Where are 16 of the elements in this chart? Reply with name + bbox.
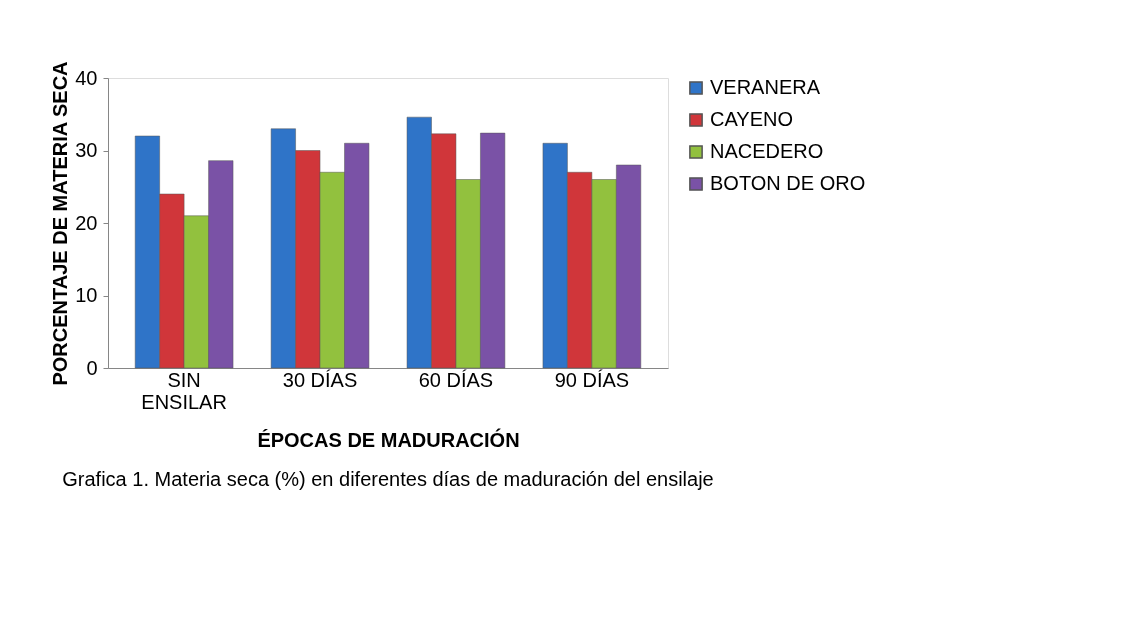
legend-label: VERANERA xyxy=(710,76,821,98)
y-tick-label: 0 xyxy=(86,356,98,379)
y-tick-label: 30 xyxy=(75,139,98,161)
x-tick-label: 30 DÍAS xyxy=(282,368,358,391)
x-tick-label: 90 DÍAS xyxy=(554,368,630,391)
y-axis-title: PORCENTAJE DE MATERIA SECA xyxy=(49,61,72,386)
x-tick-label: 60 DÍAS xyxy=(418,368,494,391)
y-tick-label: 20 xyxy=(75,211,98,234)
legend-label: BOTON DE ORO xyxy=(710,172,866,194)
y-tick-label: 10 xyxy=(75,284,98,306)
y-tick-label: 40 xyxy=(75,66,98,89)
x-tick-label: SIN ENSILAR xyxy=(141,368,227,413)
x-axis-title: ÉPOCAS DE MADURACIÓN xyxy=(257,427,520,451)
legend-label: NACEDERO xyxy=(710,140,824,162)
text: Grafica 1. Materia seca (%) en diferentes días de maduración del ensilaje xyxy=(62,468,714,490)
legend-label: CAYENO xyxy=(710,108,793,130)
